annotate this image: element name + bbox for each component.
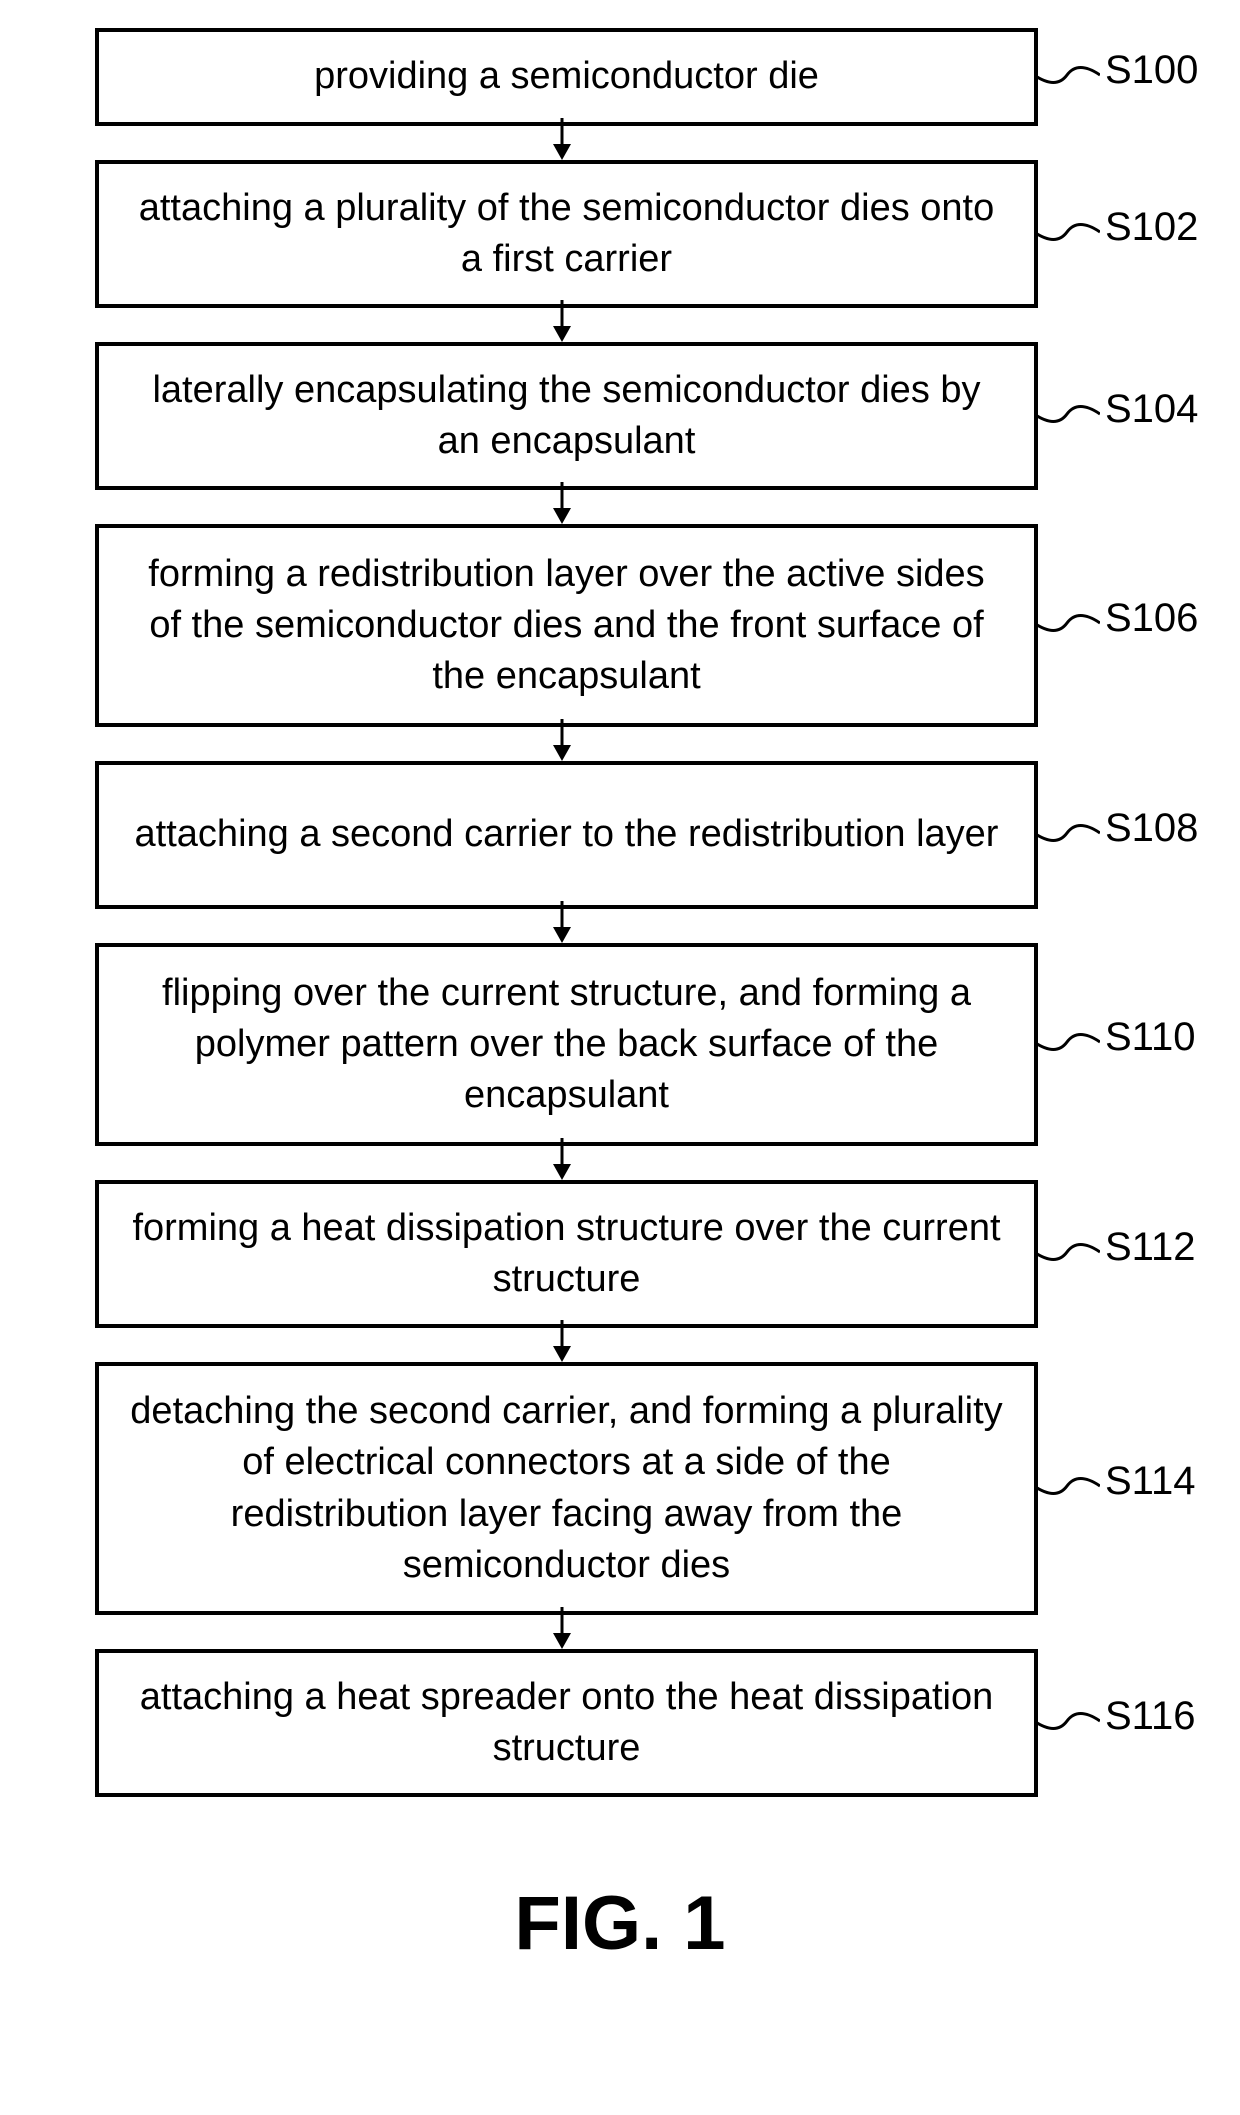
arrow-down-icon xyxy=(548,901,576,943)
step-text: providing a semiconductor die xyxy=(284,41,849,112)
label-connector xyxy=(1034,1027,1100,1057)
arrow-down-icon xyxy=(548,1607,576,1649)
step-box: detaching the second carrier, and formin… xyxy=(95,1362,1038,1615)
step-box: forming a heat dissipation structure ove… xyxy=(95,1180,1038,1328)
step-label: S110 xyxy=(1105,1015,1195,1060)
label-connector xyxy=(1034,1237,1100,1267)
step-box: flipping over the current structure, and… xyxy=(95,943,1038,1146)
step-box: attaching a plurality of the semiconduct… xyxy=(95,160,1038,308)
step-text: attaching a heat spreader onto the heat … xyxy=(99,1662,1034,1785)
step-label: S116 xyxy=(1105,1694,1195,1739)
label-connector xyxy=(1034,399,1100,429)
step-text: flipping over the current structure, and… xyxy=(99,958,1034,1132)
arrow-down-icon xyxy=(548,1320,576,1362)
label-connector xyxy=(1034,1706,1100,1736)
step-label: S112 xyxy=(1105,1225,1195,1270)
step-label: S100 xyxy=(1105,48,1198,93)
step-text: detaching the second carrier, and formin… xyxy=(99,1376,1034,1601)
step-box: laterally encapsulating the semiconducto… xyxy=(95,342,1038,490)
arrow-down-icon xyxy=(548,719,576,761)
label-connector xyxy=(1034,608,1100,638)
arrow-down-icon xyxy=(548,300,576,342)
step-box: attaching a second carrier to the redist… xyxy=(95,761,1038,909)
step-box: attaching a heat spreader onto the heat … xyxy=(95,1649,1038,1797)
step-label: S106 xyxy=(1105,596,1198,641)
arrow-down-icon xyxy=(548,118,576,160)
step-text: laterally encapsulating the semiconducto… xyxy=(99,355,1034,478)
step-box: providing a semiconductor die xyxy=(95,28,1038,126)
step-text: attaching a second carrier to the redist… xyxy=(105,799,1029,870)
step-text: forming a heat dissipation structure ove… xyxy=(99,1193,1034,1316)
arrow-down-icon xyxy=(548,482,576,524)
step-label: S114 xyxy=(1105,1459,1195,1504)
label-connector xyxy=(1034,818,1100,848)
step-box: forming a redistribution layer over the … xyxy=(95,524,1038,727)
step-label: S104 xyxy=(1105,387,1198,432)
label-connector xyxy=(1034,217,1100,247)
label-connector xyxy=(1034,1471,1100,1501)
step-text: forming a redistribution layer over the … xyxy=(99,539,1034,713)
label-connector xyxy=(1034,60,1100,90)
arrow-down-icon xyxy=(548,1138,576,1180)
step-label: S108 xyxy=(1105,806,1198,851)
flowchart-page: providing a semiconductor die S100 attac… xyxy=(0,0,1240,2115)
step-text: attaching a plurality of the semiconduct… xyxy=(99,173,1034,296)
step-label: S102 xyxy=(1105,205,1198,250)
figure-title: FIG. 1 xyxy=(514,1880,725,1967)
